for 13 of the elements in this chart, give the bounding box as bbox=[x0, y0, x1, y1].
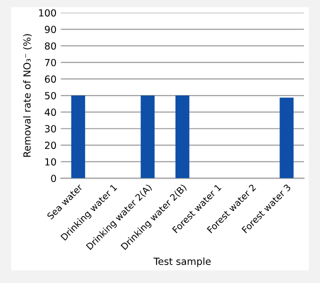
y-tick-label: 50 bbox=[45, 92, 56, 100]
y-tick-label: 80 bbox=[44, 42, 56, 50]
y-tick-label: 90 bbox=[44, 26, 56, 34]
y-axis-title: Removal rate of NO₃⁻ (%) bbox=[23, 34, 32, 157]
y-tick-label: 60 bbox=[44, 75, 56, 83]
x-axis-title: Test sample bbox=[154, 257, 211, 267]
y-tick-label: 40 bbox=[44, 108, 56, 116]
y-tick-label: 20 bbox=[44, 142, 56, 150]
y-tick-label: 70 bbox=[45, 58, 56, 66]
y-tick-label: 100 bbox=[39, 9, 56, 17]
y-tick-label: 10 bbox=[45, 158, 56, 166]
y-tick-label: 0 bbox=[51, 174, 56, 182]
y-tick-label: 30 bbox=[45, 125, 56, 132]
